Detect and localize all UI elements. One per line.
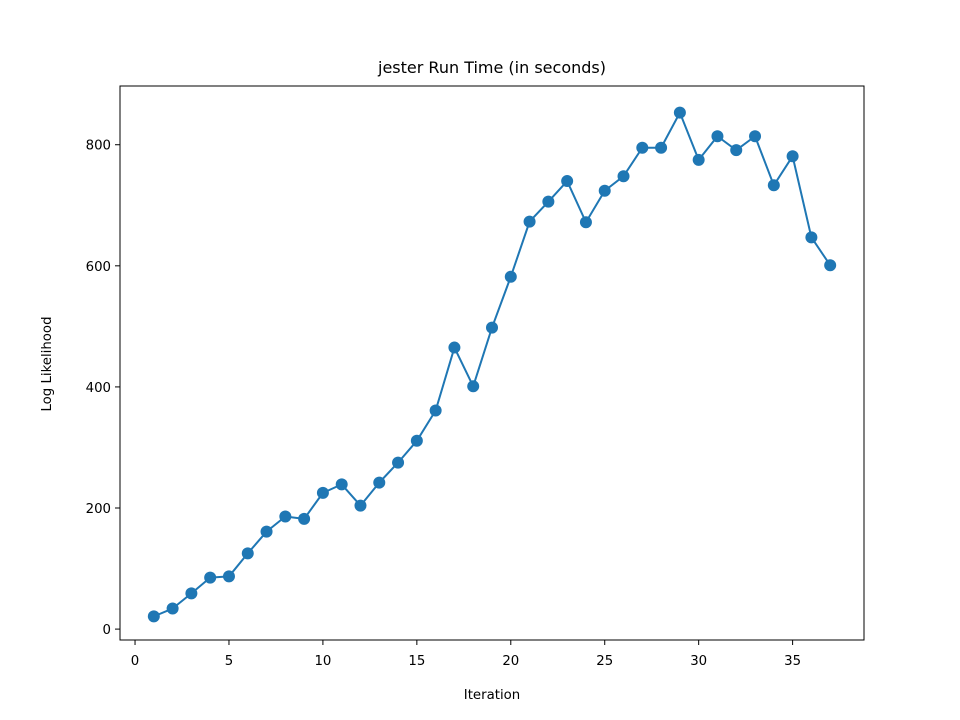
x-tick-label: 0 xyxy=(131,654,139,669)
data-point xyxy=(561,175,574,188)
data-point xyxy=(298,512,311,525)
data-point xyxy=(711,130,724,143)
y-tick-label: 600 xyxy=(86,260,111,275)
data-point xyxy=(185,587,198,600)
y-axis-label: Log Likelihood xyxy=(40,316,55,411)
data-point xyxy=(222,570,235,583)
data-point xyxy=(673,106,686,119)
data-point xyxy=(504,270,517,283)
data-point xyxy=(147,610,160,623)
y-tick-label: 400 xyxy=(86,381,111,396)
y-tick-label: 200 xyxy=(86,502,111,517)
data-point xyxy=(410,434,423,447)
data-point xyxy=(805,231,818,244)
data-point xyxy=(335,478,348,491)
chart-title: jester Run Time (in seconds) xyxy=(377,58,606,77)
data-point xyxy=(354,499,367,512)
x-tick-label: 20 xyxy=(502,654,519,669)
data-point xyxy=(636,141,649,154)
plot-area: 0 5 10 15 20 25 30 35 0 200 400 600 800 xyxy=(86,85,865,669)
data-point xyxy=(392,456,405,469)
data-point xyxy=(655,141,668,154)
data-point xyxy=(598,184,611,197)
x-tick-label: 30 xyxy=(690,654,707,669)
x-tick-label: 15 xyxy=(408,654,425,669)
data-point xyxy=(429,404,442,417)
data-point xyxy=(617,170,630,183)
data-point xyxy=(542,195,555,208)
x-axis-label: Iteration xyxy=(464,688,520,703)
data-point xyxy=(279,510,292,523)
data-point xyxy=(786,150,799,163)
data-point xyxy=(749,130,762,143)
data-point xyxy=(204,571,217,584)
data-point xyxy=(260,525,273,538)
data-point xyxy=(467,380,480,393)
data-point xyxy=(316,486,329,499)
data-point xyxy=(241,547,254,560)
data-point xyxy=(579,216,592,229)
y-tick-label: 800 xyxy=(86,139,111,154)
x-tick-label: 5 xyxy=(225,654,233,669)
data-point xyxy=(486,321,498,334)
data-point xyxy=(523,215,536,228)
data-point xyxy=(730,144,743,157)
data-point xyxy=(166,602,179,615)
axes-frame xyxy=(119,85,865,641)
y-tick-label: 0 xyxy=(103,623,111,638)
data-point xyxy=(692,153,705,166)
x-tick-label: 35 xyxy=(784,654,801,669)
data-point xyxy=(448,341,461,354)
x-tick-label: 10 xyxy=(314,654,331,669)
data-point xyxy=(373,476,386,489)
data-point xyxy=(767,179,780,192)
x-tick-label: 25 xyxy=(596,654,613,669)
data-point xyxy=(824,259,837,272)
